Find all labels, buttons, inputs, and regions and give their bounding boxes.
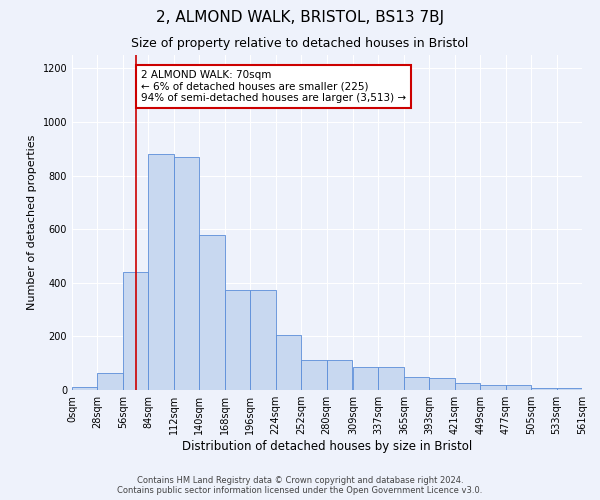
X-axis label: Distribution of detached houses by size in Bristol: Distribution of detached houses by size … <box>182 440 472 453</box>
Bar <box>174 157 199 390</box>
Bar <box>379 367 404 390</box>
Bar <box>123 272 148 390</box>
Text: Contains HM Land Registry data © Crown copyright and database right 2024.
Contai: Contains HM Land Registry data © Crown c… <box>118 476 482 495</box>
Bar <box>250 290 275 390</box>
Bar <box>301 360 326 390</box>
Bar <box>404 376 429 390</box>
Bar <box>455 384 480 390</box>
Text: 2, ALMOND WALK, BRISTOL, BS13 7BJ: 2, ALMOND WALK, BRISTOL, BS13 7BJ <box>156 10 444 25</box>
Text: Size of property relative to detached houses in Bristol: Size of property relative to detached ho… <box>131 38 469 51</box>
Bar <box>480 385 506 390</box>
Bar <box>353 367 379 390</box>
Bar <box>225 290 250 390</box>
Bar <box>506 385 531 390</box>
Bar <box>97 372 123 390</box>
Bar <box>72 387 97 390</box>
Bar <box>199 235 225 390</box>
Bar <box>429 378 455 390</box>
Bar <box>148 154 174 390</box>
Y-axis label: Number of detached properties: Number of detached properties <box>27 135 37 310</box>
Bar <box>557 388 582 390</box>
Bar <box>275 335 301 390</box>
Text: 2 ALMOND WALK: 70sqm
← 6% of detached houses are smaller (225)
94% of semi-detac: 2 ALMOND WALK: 70sqm ← 6% of detached ho… <box>141 70 406 103</box>
Bar <box>326 360 352 390</box>
Bar <box>531 388 557 390</box>
